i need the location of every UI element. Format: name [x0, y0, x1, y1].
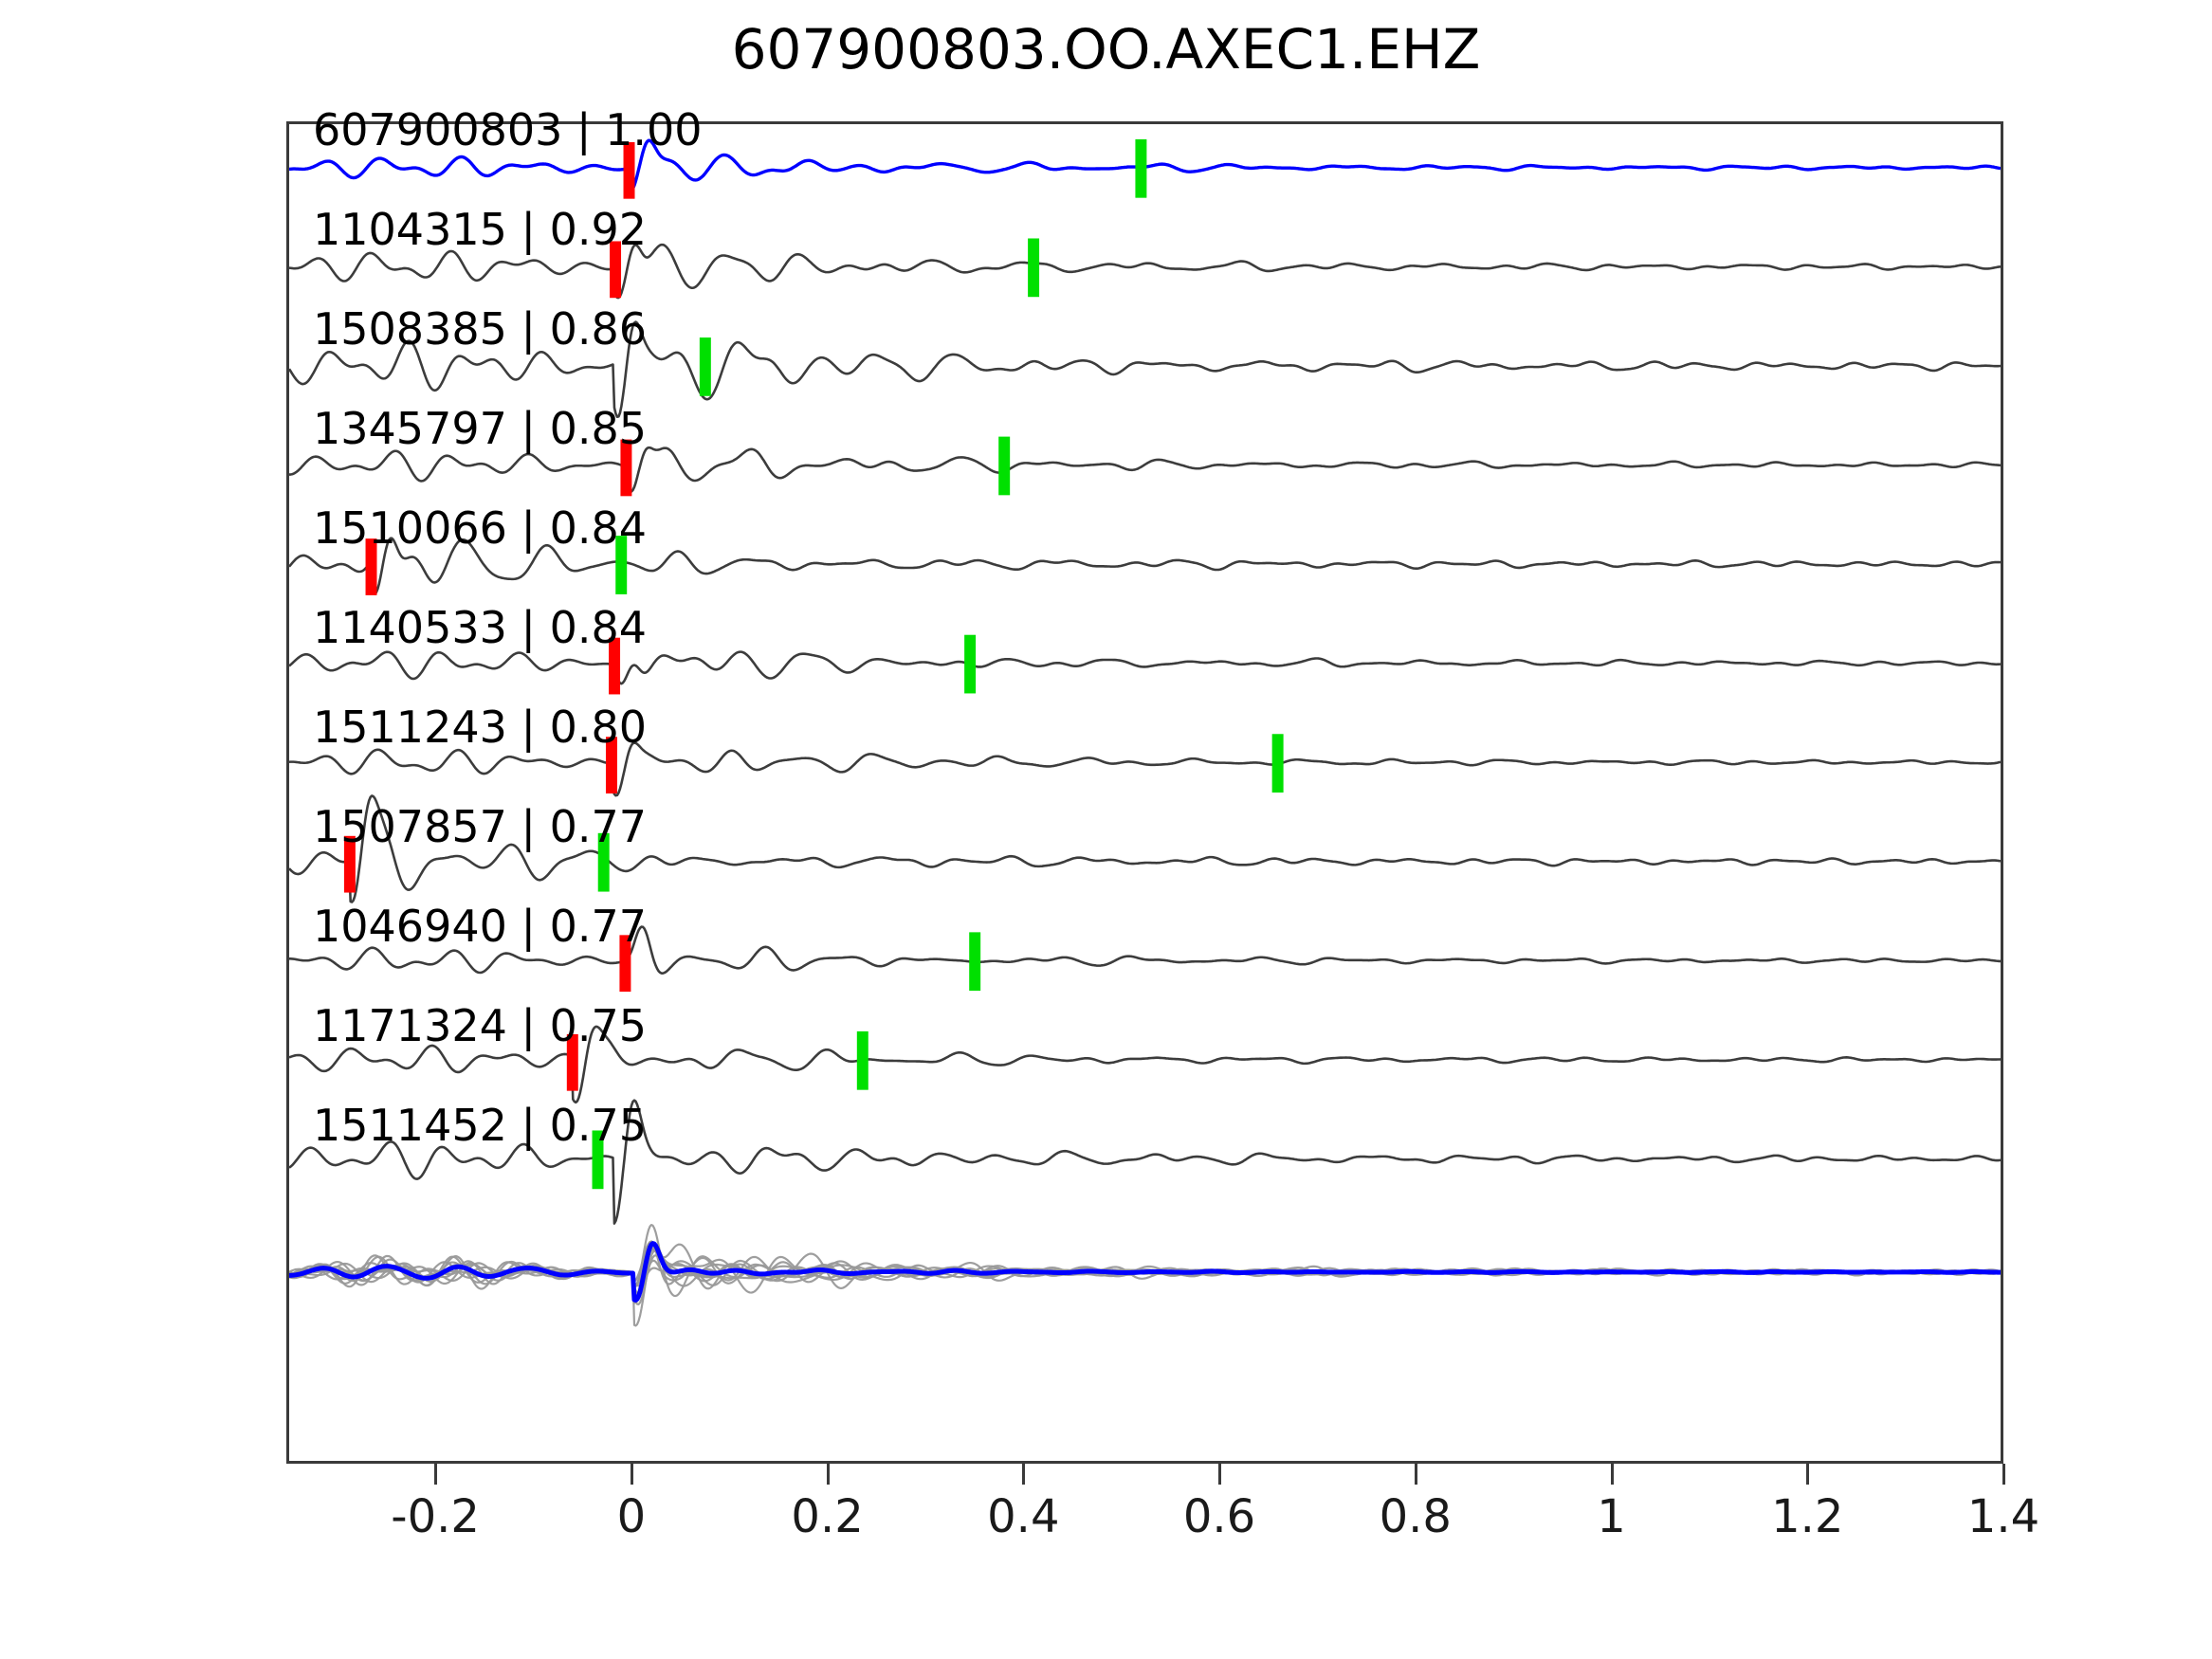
waveform-trace [289, 537, 2001, 595]
x-axis-tick-label: 0.8 [1379, 1490, 1452, 1543]
waveform-trace [289, 243, 2001, 300]
p-pick-marker [605, 737, 617, 793]
stack-overlay-trace [289, 1254, 2001, 1305]
x-axis-tick [630, 1464, 633, 1485]
stack-overlay-trace [289, 1223, 2001, 1298]
trace-label: 1140533 | 0.84 [313, 602, 648, 653]
s-pick-marker [998, 436, 1011, 496]
x-axis-tick [1218, 1464, 1222, 1485]
trace-label: 1046940 | 0.77 [313, 901, 648, 952]
s-pick-marker [592, 1130, 604, 1190]
s-pick-marker [856, 1030, 868, 1090]
s-pick-marker [597, 832, 610, 892]
p-pick-marker [620, 439, 632, 497]
p-pick-marker [623, 141, 635, 199]
p-pick-marker [609, 637, 621, 695]
s-pick-marker [699, 337, 711, 396]
trace-label: 1104315 | 0.92 [313, 204, 648, 255]
waveform-trace [289, 320, 2001, 418]
trace-label: 1511243 | 0.80 [313, 702, 648, 753]
trace-label: 1345797 | 0.85 [313, 403, 648, 454]
p-pick-marker [365, 538, 377, 595]
x-axis-tick-label: 0.4 [987, 1490, 1060, 1543]
waveform-plot-axes [286, 121, 2003, 1464]
x-axis-tick-label: 0.6 [1182, 1490, 1256, 1543]
waveform-trace [289, 741, 2001, 797]
trace-label: 1510066 | 0.84 [313, 502, 648, 554]
x-axis-tick-label: 1.4 [1966, 1490, 2040, 1543]
page-title: 607900803.OO.AXEC1.EHZ [731, 17, 1481, 82]
waveform-trace [289, 794, 2001, 903]
x-axis-tick [1610, 1464, 1614, 1485]
trace-label: 1508385 | 0.86 [313, 303, 648, 355]
traces-group [289, 138, 2001, 1225]
x-axis-tick [2002, 1464, 2005, 1485]
p-pick-marker [619, 935, 631, 993]
x-axis-tick [1414, 1464, 1417, 1485]
s-pick-marker [1135, 138, 1147, 198]
x-axis-tick-label: 0.2 [791, 1490, 864, 1543]
s-pick-marker [615, 536, 628, 594]
s-pick-marker [1028, 238, 1040, 298]
stack-overlay-trace [289, 1243, 2001, 1327]
p-pick-marker [566, 1033, 578, 1091]
p-pick-marker [343, 835, 356, 893]
stack-mean-trace [289, 1241, 2001, 1304]
trace-label: 1171324 | 0.75 [313, 1000, 648, 1051]
s-pick-marker [1271, 734, 1284, 793]
x-axis-tick-label: 1.2 [1771, 1490, 1844, 1543]
x-axis-tick-label: 1 [1597, 1490, 1626, 1543]
waveform-trace [289, 925, 2001, 975]
waveform-plot-svg [289, 138, 2001, 1327]
x-axis-tick [1022, 1464, 1026, 1485]
trace-label: 1511452 | 0.75 [313, 1100, 648, 1151]
waveform-trace [289, 1025, 2001, 1104]
trace-label: 1507857 | 0.77 [313, 801, 648, 852]
x-axis-tick [434, 1464, 438, 1485]
s-pick-marker [969, 932, 981, 992]
waveform-trace [289, 446, 2001, 493]
pick-markers-group [343, 138, 1284, 1190]
waveform-trace [289, 650, 2001, 685]
x-axis-tick-label: 0 [616, 1490, 647, 1543]
x-axis-tick [1806, 1464, 1810, 1485]
waveform-trace [289, 1099, 2001, 1225]
stack-overlay-group [289, 1223, 2001, 1327]
x-axis-tick [826, 1464, 830, 1485]
s-pick-marker [964, 634, 977, 694]
p-pick-marker [610, 241, 622, 299]
trace-label: 607900803 | 1.00 [313, 104, 703, 155]
x-axis-tick-label: -0.2 [391, 1490, 480, 1543]
